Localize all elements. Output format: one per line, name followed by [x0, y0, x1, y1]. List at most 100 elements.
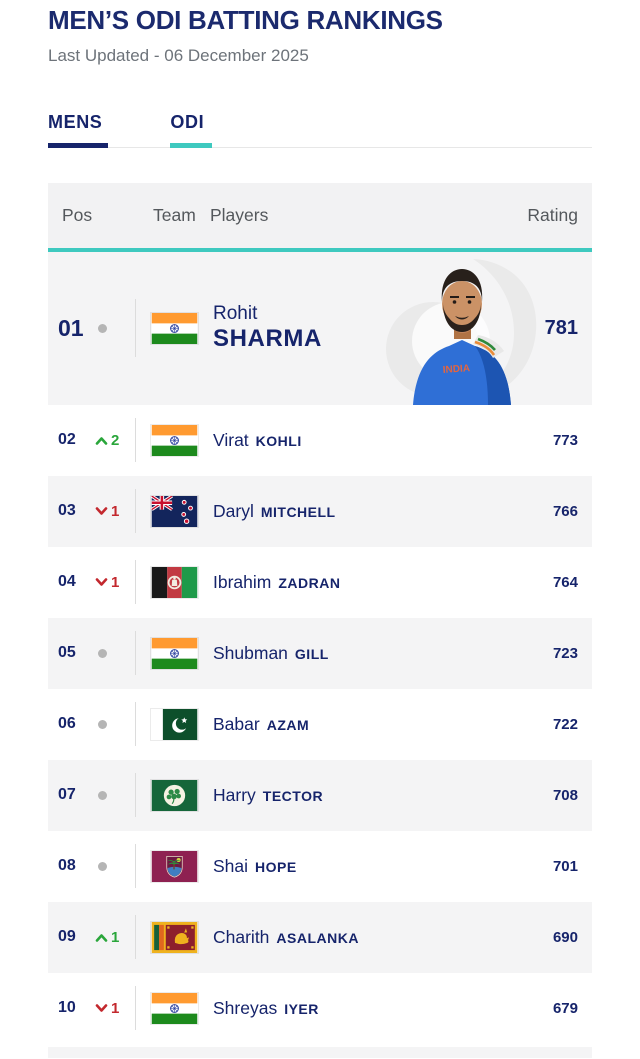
- no-change-dot-icon: [98, 648, 107, 658]
- table-header-row: Pos Team Players Rating: [48, 182, 592, 252]
- position-number: 06: [58, 715, 76, 733]
- table-row[interactable]: 06 Babar AZAM 722: [48, 688, 592, 760]
- table-row[interactable]: 08 Shai HOPE 701: [48, 830, 592, 902]
- no-change-dot-icon: [98, 719, 107, 729]
- player-last-name: ZADRAN: [278, 574, 341, 591]
- player-rating: 679: [552, 999, 578, 1017]
- column-divider: [135, 986, 136, 1031]
- table-row[interactable]: 05 Shubman GILL 723: [48, 617, 592, 689]
- player-first-name: Charith: [213, 926, 270, 947]
- movement-indicator: [95, 719, 133, 729]
- player-last-name: AZAM: [266, 716, 310, 733]
- tab-mens[interactable]: MENS: [48, 111, 109, 148]
- movement-indicator: 2: [95, 432, 133, 449]
- tab-mens-label: MENS: [48, 111, 103, 132]
- player-rating: 722: [552, 715, 578, 733]
- table-row[interactable]: 01 Rohit SHARMA INDIA 781: [48, 251, 592, 405]
- movement-indicator: [95, 861, 133, 871]
- column-divider: [135, 631, 136, 676]
- table-row[interactable]: 07 Harry TECTOR 708: [48, 759, 592, 831]
- player-rating: 690: [552, 928, 578, 946]
- player-last-name: ASALANKA: [276, 929, 359, 946]
- player-last-name: MITCHELL: [260, 503, 336, 520]
- player-name: Harry TECTOR: [213, 785, 323, 806]
- movement-indicator: 1: [95, 503, 133, 520]
- column-divider: [135, 418, 136, 463]
- position-number: 01: [58, 314, 84, 341]
- no-change-dot-icon: [98, 790, 107, 800]
- down-arrow-icon: [95, 1004, 108, 1012]
- movement-indicator: 1: [95, 1000, 133, 1017]
- movement-indicator: [95, 648, 133, 658]
- player-first-name: Daryl: [213, 500, 254, 521]
- header-pos: Pos: [62, 204, 93, 225]
- player-last-name: GILL: [294, 645, 329, 662]
- table-row[interactable]: 10 1 Shreyas IYER 679: [48, 972, 592, 1044]
- player-rating: 766: [552, 502, 578, 520]
- player-rating: 723: [552, 644, 578, 662]
- header-team: Team: [153, 204, 196, 225]
- up-arrow-icon: [95, 437, 108, 445]
- header-players: Players: [210, 204, 269, 225]
- rohit-sharma-photo: INDIA: [375, 253, 550, 405]
- table-row[interactable]: 09 1 Charith ASALANKA 690: [48, 901, 592, 973]
- movement-indicator: 1: [95, 929, 133, 946]
- column-divider: [135, 702, 136, 747]
- player-first-name: Rohit: [213, 302, 258, 324]
- afghanistan-flag-icon: [151, 566, 198, 598]
- player-first-name: Virat: [213, 429, 249, 450]
- player-first-name: Shubman: [213, 642, 288, 663]
- position-number: 05: [58, 644, 76, 662]
- position-number: 04: [58, 573, 76, 591]
- movement-indicator: [95, 323, 133, 333]
- column-divider: [135, 773, 136, 818]
- table-row[interactable]: 03 1 Daryl MITCHELL 766: [48, 475, 592, 547]
- player-first-name: Babar: [213, 713, 260, 734]
- movement-indicator: [95, 790, 133, 800]
- player-rating: 781: [544, 316, 578, 339]
- table-body: 01 Rohit SHARMA INDIA 781 02 2 Virat KOHL…: [48, 251, 592, 1044]
- player-last-name: TECTOR: [262, 787, 324, 804]
- player-rating: 708: [552, 786, 578, 804]
- player-name: Shai HOPE: [213, 856, 297, 877]
- header-rating: Rating: [527, 204, 578, 225]
- player-last-name: IYER: [284, 1000, 319, 1017]
- tabs-bar: MENS ODI: [48, 112, 592, 148]
- down-arrow-icon: [95, 578, 108, 586]
- table-row[interactable]: 04 1 Ibrahim ZADRAN 764: [48, 546, 592, 618]
- position-number: 02: [58, 431, 76, 449]
- player-name: Virat KOHLI: [213, 430, 302, 451]
- no-change-dot-icon: [98, 861, 107, 871]
- column-divider: [135, 844, 136, 889]
- tab-odi-label: ODI: [170, 111, 205, 132]
- india-flag-icon: [151, 424, 198, 456]
- player-last-name: KOHLI: [255, 432, 302, 449]
- india-flag-icon: [151, 312, 198, 344]
- player-first-name: Ibrahim: [213, 571, 272, 592]
- column-divider: [135, 489, 136, 534]
- new-zealand-flag-icon: [151, 495, 198, 527]
- svg-text:INDIA: INDIA: [442, 363, 470, 376]
- player-first-name: Shreyas: [213, 997, 278, 1018]
- west-indies-flag-icon: [151, 850, 198, 882]
- player-last-name: SHARMA: [213, 325, 322, 353]
- sri-lanka-flag-icon: [151, 921, 198, 953]
- india-flag-icon: [151, 992, 198, 1024]
- player-name: Charith ASALANKA: [213, 927, 359, 948]
- tab-odi[interactable]: ODI: [170, 111, 213, 148]
- rankings-table: Pos Team Players Rating 01 Rohit SHARMA …: [48, 182, 592, 1058]
- last-updated-text: Last Updated - 06 December 2025: [48, 45, 309, 65]
- player-first-name: Harry: [213, 784, 256, 805]
- player-name: Shreyas IYER: [213, 998, 319, 1019]
- player-rating: 773: [552, 431, 578, 449]
- position-number: 07: [58, 786, 76, 804]
- player-last-name: HOPE: [255, 858, 297, 875]
- pakistan-flag-icon: [151, 708, 198, 740]
- player-name: Babar AZAM: [213, 714, 309, 735]
- movement-indicator: 1: [95, 574, 133, 591]
- position-number: 10: [58, 999, 76, 1017]
- column-divider: [135, 299, 136, 358]
- page-title: MEN’S ODI BATTING RANKINGS: [48, 5, 443, 35]
- table-row[interactable]: 02 2 Virat KOHLI 773: [48, 404, 592, 476]
- position-number: 08: [58, 857, 76, 875]
